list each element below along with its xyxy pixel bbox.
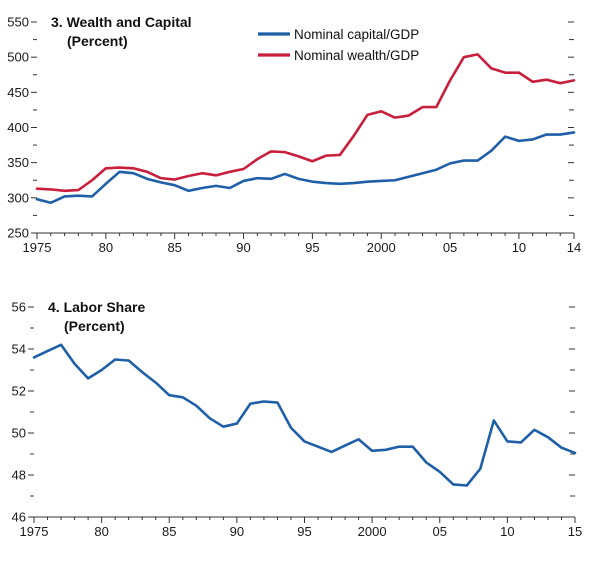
x-tick-label: 80 xyxy=(94,524,108,539)
y-tick-label: 52 xyxy=(12,384,26,399)
x-tick-label: 95 xyxy=(297,524,311,539)
chart-subtitle: (Percent) xyxy=(64,318,125,334)
y-tick-label: 450 xyxy=(7,85,29,100)
series-line-1 xyxy=(32,343,577,487)
x-tick-label: 1975 xyxy=(20,524,49,539)
y-tick-label: 48 xyxy=(12,468,26,483)
x-tick-label: 90 xyxy=(236,240,250,255)
chart-title: 4. Labor Share xyxy=(48,299,145,315)
x-tick-label: 1975 xyxy=(23,240,52,255)
legend-label: Nominal wealth/GDP xyxy=(294,48,419,63)
y-tick-label: 46 xyxy=(12,510,26,525)
x-tick-label: 85 xyxy=(167,240,181,255)
x-tick-label: 2000 xyxy=(358,524,387,539)
chart-1: 250 300 350 400 450 500 550 1975 80 85 90 95 2000 05 1… xyxy=(7,14,581,255)
series-line-1 xyxy=(35,131,576,205)
y-tick-label: 54 xyxy=(12,342,26,357)
x-tick-label: 14 xyxy=(567,240,581,255)
chart-2: 46 48 50 52 54 56 1975 80 85 90 95 2000 05 10 15 4. Lab… xyxy=(12,299,583,539)
x-tick-label: 80 xyxy=(99,240,113,255)
series-line-2 xyxy=(35,53,576,193)
legend-label: Nominal capital/GDP xyxy=(294,27,419,42)
y-tick-label: 350 xyxy=(7,155,29,170)
x-tick-label: 85 xyxy=(162,524,176,539)
x-tick-label: 05 xyxy=(443,240,457,255)
y-tick-label: 250 xyxy=(7,226,29,241)
x-tick-label: 90 xyxy=(230,524,244,539)
y-tick-label: 500 xyxy=(7,50,29,65)
x-tick-label: 10 xyxy=(500,524,514,539)
y-tick-label: 50 xyxy=(12,426,26,441)
chart-title: 3. Wealth and Capital xyxy=(51,14,192,30)
y-tick-label: 56 xyxy=(12,300,26,315)
x-tick-label: 10 xyxy=(512,240,526,255)
y-tick-label: 300 xyxy=(7,190,29,205)
y-tick-label: 550 xyxy=(7,15,29,30)
x-tick-label: 2000 xyxy=(367,240,396,255)
x-tick-label: 95 xyxy=(305,240,319,255)
y-tick-label: 400 xyxy=(7,120,29,135)
x-tick-label: 15 xyxy=(568,524,582,539)
x-tick-label: 05 xyxy=(433,524,447,539)
chart-subtitle: (Percent) xyxy=(67,33,128,49)
